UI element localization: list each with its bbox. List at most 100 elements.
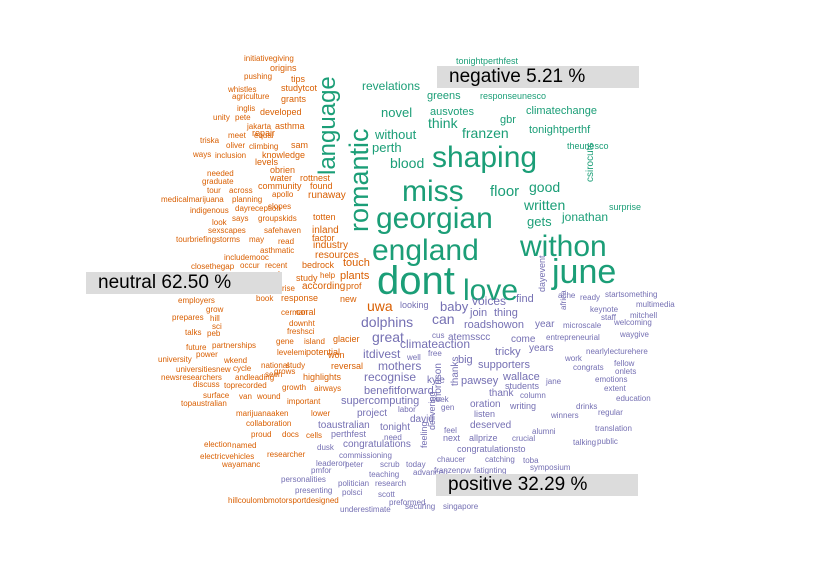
word-keynote: keynote: [590, 305, 619, 314]
word-electricvehicles: electricvehicles: [200, 452, 254, 461]
neutral-label: neutral 62.50 %: [86, 272, 282, 294]
word-advanced: advanced: [413, 468, 448, 477]
word-staff: staff: [601, 313, 617, 322]
word-agriculture: agriculture: [232, 92, 270, 101]
word-leaderon: leaderon: [316, 459, 347, 468]
word-securing: securing: [405, 502, 435, 511]
word-ache: ache: [558, 291, 576, 300]
word-toprecorded: toprecorded: [224, 381, 267, 390]
word-greens: greens: [427, 90, 461, 102]
word-study: study: [296, 273, 318, 283]
word-jonathan: jonathan: [561, 210, 608, 224]
word-tips: tips: [291, 74, 306, 84]
word-seen: seen: [265, 370, 282, 379]
word-scrub: scrub: [380, 460, 400, 469]
word-rottnest: rottnest: [300, 173, 331, 183]
word-important: important: [287, 397, 321, 406]
word-today: today: [406, 460, 426, 469]
word-whistles: whistles: [227, 85, 256, 94]
word-benefitforward: benefitforward: [364, 385, 434, 397]
word-novel: novel: [381, 105, 412, 120]
word-big: big: [458, 354, 473, 366]
word-community: community: [258, 181, 302, 191]
word-extent: extent: [604, 384, 627, 393]
word-without: without: [374, 127, 417, 142]
word-downht: downht: [289, 319, 316, 328]
negative-label: negative 5.21 %: [437, 66, 639, 88]
word-voices: voices: [472, 294, 506, 308]
word-underestimate: underestimate: [340, 505, 391, 514]
word-years: years: [529, 343, 553, 354]
word-asthma: asthma: [275, 121, 305, 131]
word-coral: coral: [296, 307, 316, 317]
word-uwa: uwa: [367, 298, 393, 314]
word-language: language: [314, 76, 341, 175]
word-help: help: [320, 271, 336, 280]
word-highlights: highlights: [303, 372, 342, 382]
word-free: free: [428, 349, 442, 358]
word-gen: gen: [441, 403, 454, 412]
word-itdivest: itdivest: [363, 347, 401, 361]
word-bedrock: bedrock: [302, 260, 335, 270]
word-climateaction: climateaction: [400, 337, 470, 351]
word-graduate: graduate: [202, 177, 234, 186]
word-june: june: [551, 253, 616, 291]
word-discuss: discuss: [193, 380, 220, 389]
word-thank: thank: [489, 388, 514, 399]
word-inglis: inglis: [237, 104, 255, 113]
word-africa: africa: [559, 290, 568, 310]
word-inclusion: inclusion: [215, 151, 246, 160]
word-oration: oration: [470, 399, 501, 410]
word-welcoming: welcoming: [613, 318, 652, 327]
word-preformed: preformed: [389, 498, 425, 507]
word-potential: potential: [306, 347, 340, 357]
word-franzen: franzen: [462, 125, 509, 141]
word-includemooc: includemooc: [224, 253, 269, 262]
word-occur: occur: [240, 261, 260, 270]
word-need: need: [384, 433, 402, 442]
word-runaway: runaway: [308, 190, 346, 201]
word-responseunesco: responseunesco: [480, 91, 546, 101]
word-nearlylecturehere: nearlylecturehere: [586, 347, 648, 356]
word-equal: equal: [254, 131, 274, 140]
word-prof: prof: [346, 281, 362, 291]
word-listen: listen: [474, 409, 495, 419]
word-england: england: [372, 234, 479, 267]
word-politician: politician: [338, 479, 369, 488]
word-slopes: slopes: [268, 202, 291, 211]
word-groupskids: groupskids: [258, 214, 297, 223]
word-studytcot: studytcot: [281, 83, 318, 93]
word-roadshowon: roadshowon: [464, 319, 524, 331]
word-apollo: apollo: [272, 190, 294, 199]
word-wayamanc: wayamanc: [221, 460, 260, 469]
word-according: according: [302, 281, 345, 292]
word-power: power: [196, 350, 218, 359]
word-proud: proud: [251, 430, 271, 439]
word-storms: storms: [216, 235, 240, 244]
word-dayreception: dayreception: [235, 204, 281, 213]
word-inland: inland: [312, 225, 339, 236]
word-levels: levels: [255, 157, 279, 167]
word-docs: docs: [282, 430, 299, 439]
word-plants: plants: [340, 270, 370, 282]
word-hillcoulombmotorsportdesigned: hillcoulombmotorsportdesigned: [228, 496, 339, 505]
word-newsresearchers: newsresearchers: [161, 373, 222, 382]
word-chaucer: chaucer: [437, 455, 466, 464]
word-join: join: [469, 307, 487, 319]
word-initiativegiving: initiativegiving: [244, 54, 294, 63]
word-can: can: [432, 311, 455, 327]
word-grows: grows: [274, 367, 295, 376]
word-safehaven: safehaven: [264, 226, 301, 235]
word-feel: feel: [444, 426, 457, 435]
word-researcher: researcher: [267, 450, 306, 459]
word-book: book: [256, 294, 274, 303]
word-pawsey: pawsey: [461, 375, 499, 387]
word-new: new: [340, 294, 357, 304]
word-dayevent: dayevent: [537, 255, 547, 292]
word-thing: thing: [494, 307, 518, 319]
word-polsci: polsci: [342, 488, 363, 497]
word-delivering: delivering: [427, 391, 437, 430]
word-franzenpw: franzenpw: [434, 466, 471, 475]
word-miss: miss: [402, 175, 464, 208]
word-shaping: shaping: [432, 141, 537, 174]
